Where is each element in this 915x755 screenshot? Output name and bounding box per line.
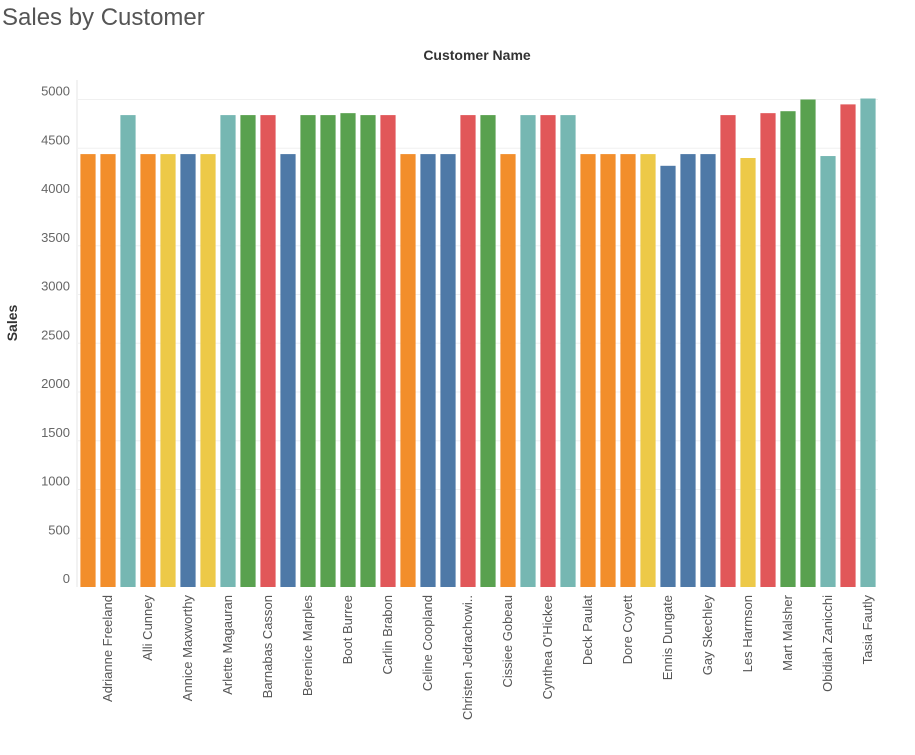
bar[interactable] (860, 98, 876, 588)
bar[interactable] (600, 154, 616, 587)
y-tick-label: 500 (48, 522, 70, 537)
bar[interactable] (680, 154, 696, 587)
y-tick-label: 1500 (41, 425, 70, 440)
x-tick-label: Christen Jedrachowi.. (460, 595, 475, 720)
bar[interactable] (400, 154, 416, 587)
x-tick-label: Arlette Magauran (220, 595, 235, 695)
bar[interactable] (540, 115, 556, 587)
bar[interactable] (80, 154, 96, 587)
bar[interactable] (300, 115, 316, 587)
bar[interactable] (660, 165, 676, 588)
x-tick-label: Les Harmson (740, 595, 755, 672)
y-axis-ticks: 0 500 1000 1500 2000 2500 3000 3500 4000 4500 5000 (41, 84, 70, 587)
bar[interactable] (340, 113, 356, 588)
x-tick-label: Cissiee Gobeau (500, 595, 515, 688)
bar[interactable] (380, 115, 396, 587)
bar[interactable] (800, 99, 816, 588)
bar[interactable] (700, 154, 716, 587)
bar[interactable] (140, 154, 156, 587)
chart-title: Sales by Customer (2, 4, 205, 31)
bar[interactable] (160, 154, 176, 587)
bar[interactable] (780, 111, 796, 587)
x-tick-label: Tasia Fautly (860, 595, 875, 665)
x-tick-label: Celine Coopland (420, 595, 435, 691)
bar[interactable] (640, 154, 656, 587)
bars (80, 98, 876, 588)
x-tick-label: Ennis Dungate (660, 595, 675, 680)
bar[interactable] (280, 154, 296, 587)
bar[interactable] (320, 115, 336, 587)
bar[interactable] (840, 104, 856, 588)
y-tick-label: 3000 (41, 279, 70, 294)
x-tick-label: Adrianne Freeland (100, 595, 115, 702)
bar[interactable] (720, 115, 736, 587)
x-tick-label: Obidiah Zanicchi (820, 595, 835, 692)
y-tick-label: 4000 (41, 181, 70, 196)
y-tick-label: 2500 (41, 327, 70, 342)
bar[interactable] (740, 158, 756, 587)
y-tick-label: 3500 (41, 230, 70, 245)
bar[interactable] (620, 154, 636, 587)
bar[interactable] (240, 115, 256, 587)
y-tick-label: 1000 (41, 474, 70, 489)
x-tick-label: Deck Paulat (580, 595, 595, 665)
y-tick-label: 4500 (41, 132, 70, 147)
y-tick-label: 0 (63, 571, 70, 586)
gridlines (78, 99, 878, 539)
x-tick-label: Barnabas Casson (260, 595, 275, 698)
x-tick-label: Boot Burree (340, 595, 355, 664)
x-tick-label: Annice Maxworthy (180, 595, 195, 702)
x-tick-label: Mart Malsher (780, 594, 795, 671)
bar[interactable] (360, 115, 376, 587)
y-axis-title: Sales (4, 304, 20, 341)
x-tick-label: Cynthea O'Hickee (540, 595, 555, 699)
bar[interactable] (120, 115, 136, 587)
x-tick-label: Berenice Marples (300, 595, 315, 697)
bar[interactable] (100, 154, 116, 587)
bar[interactable] (580, 154, 596, 587)
bar[interactable] (460, 115, 476, 587)
bar[interactable] (820, 156, 836, 588)
bar[interactable] (440, 154, 456, 587)
bar[interactable] (560, 115, 576, 587)
y-tick-label: 2000 (41, 376, 70, 391)
x-tick-label: Carlin Brabon (380, 595, 395, 675)
bar[interactable] (500, 154, 516, 587)
y-tick-label: 5000 (41, 84, 70, 99)
bar[interactable] (480, 115, 496, 587)
bar[interactable] (180, 154, 196, 587)
bar[interactable] (760, 113, 776, 588)
bar[interactable] (260, 115, 276, 587)
bar[interactable] (200, 154, 216, 587)
x-tick-label: Gay Skechley (700, 595, 715, 676)
bar[interactable] (420, 154, 436, 587)
x-tick-label: Dore Coyett (620, 595, 635, 665)
x-tick-label: Alli Cunney (140, 595, 155, 661)
bar[interactable] (520, 115, 536, 587)
x-axis-labels: Adrianne Freeland Alli Cunney Annice Maxwo… (100, 594, 875, 720)
bar[interactable] (220, 115, 236, 587)
x-axis-title: Customer Name (423, 47, 531, 63)
